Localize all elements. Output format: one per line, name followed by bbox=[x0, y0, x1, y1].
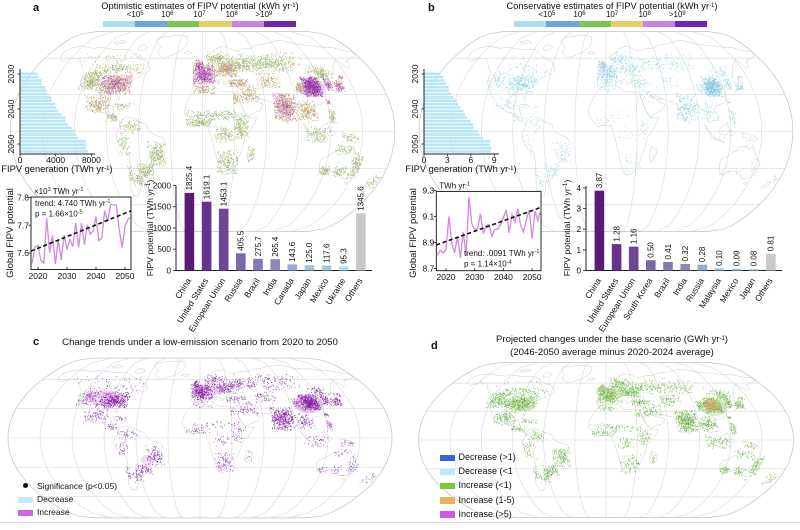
svg-text:2: 2 bbox=[576, 225, 581, 234]
svg-text:FIPV potential (TWh yr-1): FIPV potential (TWh yr-1) bbox=[145, 180, 155, 277]
svg-text:1.28: 1.28 bbox=[612, 225, 621, 241]
svg-text:1000: 1000 bbox=[153, 224, 172, 233]
svg-text:8.9: 8.9 bbox=[422, 237, 434, 247]
svg-text:0: 0 bbox=[18, 155, 23, 165]
svg-text:trend: 4.740 TWh yr-1: trend: 4.740 TWh yr-1 bbox=[35, 199, 110, 208]
svg-text:1.16: 1.16 bbox=[630, 228, 639, 244]
svg-text:Global FIPV potential: Global FIPV potential bbox=[5, 188, 16, 278]
svg-text:2030: 2030 bbox=[58, 271, 77, 281]
svg-text:125.0: 125.0 bbox=[305, 242, 314, 263]
svg-text:9: 9 bbox=[492, 155, 497, 165]
svg-text:2020: 2020 bbox=[29, 271, 48, 281]
svg-text:9.1: 9.1 bbox=[422, 211, 434, 221]
svg-text:0.08: 0.08 bbox=[750, 250, 759, 266]
svg-text:2020: 2020 bbox=[437, 272, 456, 282]
svg-text:0: 0 bbox=[422, 155, 427, 165]
svg-text:8000: 8000 bbox=[82, 155, 101, 165]
svg-text:2030: 2030 bbox=[465, 272, 484, 282]
svg-text:trend: .0091 TWh yr-1: trend: .0091 TWh yr-1 bbox=[464, 249, 539, 258]
svg-text:95.3: 95.3 bbox=[340, 248, 349, 264]
svg-text:p = 1.66×10-5: p = 1.66×10-5 bbox=[35, 210, 83, 219]
svg-text:3: 3 bbox=[576, 205, 581, 214]
svg-text:9.3: 9.3 bbox=[422, 185, 434, 195]
svg-text:1: 1 bbox=[576, 246, 581, 255]
svg-text:FIPV potential (TWh yr-1): FIPV potential (TWh yr-1) bbox=[562, 180, 572, 277]
svg-text:2040: 2040 bbox=[87, 271, 106, 281]
svg-text:0.10: 0.10 bbox=[715, 250, 724, 266]
svg-text:4: 4 bbox=[576, 184, 581, 193]
svg-text:1453.1: 1453.1 bbox=[220, 181, 229, 206]
svg-text:2000: 2000 bbox=[153, 182, 172, 191]
svg-text:1825.4: 1825.4 bbox=[185, 165, 194, 190]
svg-text:2050: 2050 bbox=[523, 272, 542, 282]
svg-text:6: 6 bbox=[469, 155, 474, 165]
svg-text:×103 TWh yr-1: ×103 TWh yr-1 bbox=[34, 187, 83, 196]
svg-text:3: 3 bbox=[445, 155, 450, 165]
svg-text:0: 0 bbox=[166, 267, 171, 276]
svg-text:2040: 2040 bbox=[494, 272, 513, 282]
svg-text:3.87: 3.87 bbox=[595, 172, 604, 188]
svg-text:2030: 2030 bbox=[6, 64, 16, 83]
svg-text:0.41: 0.41 bbox=[664, 243, 673, 259]
svg-text:2040: 2040 bbox=[410, 99, 420, 118]
svg-text:2050: 2050 bbox=[6, 134, 16, 153]
svg-text:Global FIPV potential: Global FIPV potential bbox=[408, 188, 419, 278]
svg-text:0: 0 bbox=[576, 267, 581, 276]
svg-text:143.6: 143.6 bbox=[288, 241, 297, 262]
svg-text:1345.6: 1345.6 bbox=[357, 186, 366, 211]
svg-text:7.6: 7.6 bbox=[17, 248, 29, 258]
svg-text:2050: 2050 bbox=[116, 271, 135, 281]
svg-text:p = 1.14×10-4: p = 1.14×10-4 bbox=[464, 260, 512, 269]
svg-text:275.7: 275.7 bbox=[254, 236, 263, 257]
svg-text:7.7: 7.7 bbox=[17, 220, 29, 230]
svg-text:0.09: 0.09 bbox=[732, 250, 741, 266]
svg-text:265.4: 265.4 bbox=[271, 236, 280, 257]
svg-text:4000: 4000 bbox=[46, 155, 65, 165]
svg-text:0.32: 0.32 bbox=[681, 245, 690, 261]
svg-text:0.81: 0.81 bbox=[767, 235, 776, 251]
svg-text:7.8: 7.8 bbox=[17, 193, 29, 203]
svg-text:1619.1: 1619.1 bbox=[202, 174, 211, 199]
svg-text:500: 500 bbox=[157, 245, 171, 254]
svg-text:405.5: 405.5 bbox=[237, 230, 246, 251]
svg-text:0.28: 0.28 bbox=[698, 246, 707, 262]
svg-text:2040: 2040 bbox=[6, 99, 16, 118]
svg-text:2050: 2050 bbox=[410, 134, 420, 153]
svg-text:1500: 1500 bbox=[153, 203, 172, 212]
svg-text:TWh yr-1: TWh yr-1 bbox=[439, 181, 470, 190]
svg-text:2030: 2030 bbox=[410, 64, 420, 83]
svg-text:117.6: 117.6 bbox=[322, 243, 331, 263]
svg-text:0.50: 0.50 bbox=[647, 242, 656, 258]
svg-text:8.7: 8.7 bbox=[422, 263, 434, 273]
